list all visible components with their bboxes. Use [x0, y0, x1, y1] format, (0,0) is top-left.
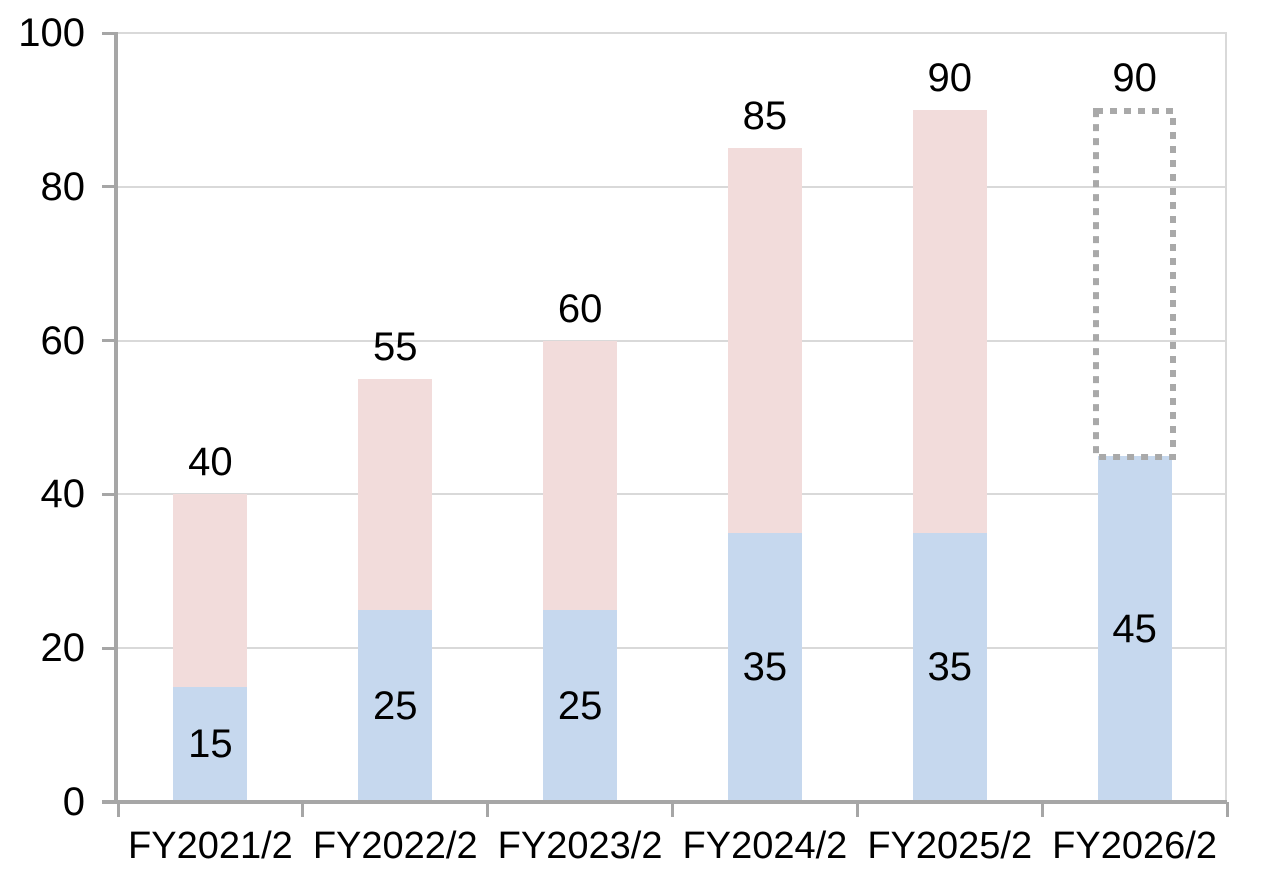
- forecast-dashed-box: [1093, 107, 1177, 460]
- y-tick-label: 40: [40, 472, 86, 517]
- bar-segment-lower: [1097, 455, 1172, 802]
- y-tick-label: 100: [18, 11, 85, 55]
- x-axis-tick: [855, 802, 859, 817]
- x-axis-tick: [671, 802, 674, 817]
- y-tick-label: 80: [40, 164, 86, 209]
- y-tick-label: 60: [40, 318, 86, 363]
- gridline: [118, 493, 1227, 496]
- bar-total-label: 55: [373, 325, 418, 370]
- bar-segment-lower: [543, 609, 618, 802]
- bar-segment-label: 15: [188, 722, 233, 767]
- x-category-label: FY2023/2: [497, 825, 663, 867]
- bar-segment-lower: [912, 532, 987, 802]
- x-axis-tick: [301, 802, 305, 817]
- bar-segment-lower: [727, 532, 802, 802]
- x-axis-line: [102, 800, 1227, 804]
- x-category-label: FY2025/2: [867, 825, 1033, 867]
- bar-segment-label: 35: [742, 645, 788, 690]
- bar-segment-upper: [358, 379, 433, 610]
- x-category-label: FY2026/2: [1052, 825, 1217, 867]
- y-axis-tick: [102, 185, 118, 189]
- bar-segment-upper: [173, 494, 248, 687]
- x-axis-tick: [486, 802, 490, 817]
- x-axis-tick: [1040, 802, 1044, 817]
- bar-segment-label: 45: [1112, 606, 1157, 651]
- bar-segment-label: 35: [927, 645, 973, 690]
- bar-total-label: 90: [1112, 55, 1157, 100]
- y-axis-line: [114, 33, 118, 804]
- y-axis-tick: [102, 339, 118, 343]
- gridline: [118, 185, 1227, 188]
- x-axis-tick: [1225, 802, 1229, 817]
- bar-segment-lower: [358, 609, 433, 802]
- gridline: [118, 32, 1227, 34]
- x-category-label: FY2024/2: [682, 825, 848, 867]
- bar-segment-upper: [727, 148, 802, 533]
- y-tick-label: 0: [62, 780, 85, 824]
- bar-total-label: 85: [742, 94, 788, 139]
- x-category-label: FY2022/2: [312, 825, 478, 867]
- y-axis-tick: [102, 646, 118, 650]
- gridline: [118, 339, 1227, 342]
- y-axis-tick: [102, 31, 118, 35]
- y-axis-tick: [102, 800, 118, 804]
- y-axis-tick: [102, 492, 118, 496]
- gridline: [118, 647, 1227, 650]
- bar-total-label: 40: [188, 440, 233, 485]
- bar-total-label: 90: [927, 55, 973, 100]
- bar-total-label: 60: [557, 286, 603, 331]
- bar-segment-label: 25: [373, 683, 418, 728]
- bar-segment-lower: [173, 686, 248, 802]
- bar-segment-label: 25: [557, 683, 603, 728]
- bar-segment-upper: [912, 109, 987, 533]
- x-category-label: FY2021/2: [128, 825, 293, 867]
- forecast-dashed-box-svg: [1093, 107, 1177, 460]
- x-axis-tick: [116, 802, 120, 817]
- y-tick-label: 20: [40, 626, 86, 671]
- plot-right-border: [1225, 33, 1227, 802]
- bar-segment-upper: [543, 340, 618, 610]
